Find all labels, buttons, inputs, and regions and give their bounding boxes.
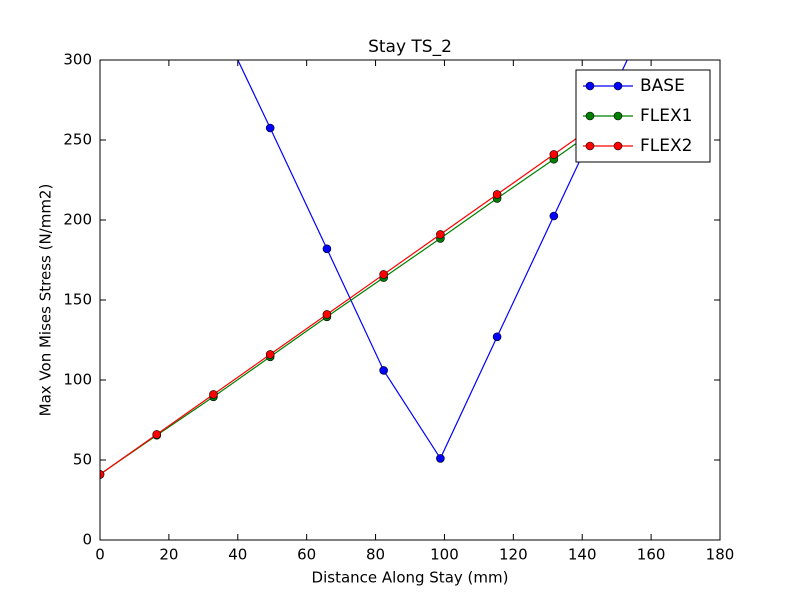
chart-title: Stay TS_2 [368,37,452,57]
y-tick-label: 250 [63,131,92,149]
data-point [436,230,445,239]
data-point [265,123,275,133]
data-point [322,310,332,319]
x-tick-label: 180 [706,546,735,564]
data-point [379,270,388,279]
data-point [100,470,105,479]
x-tick-label: 120 [499,546,528,564]
y-tick-label: 150 [63,291,92,309]
x-tick-label: 60 [297,546,316,564]
x-tick-label: 100 [430,546,459,564]
legend-marker [585,141,595,151]
legend-marker [585,81,595,91]
legend-label: FLEX1 [640,106,692,126]
data-point [436,454,445,463]
data-point [152,430,162,439]
x-tick-label: 0 [95,546,105,564]
legend: BASE FLEX1 FLEX2 [575,69,711,163]
legend-marker [613,141,623,151]
legend-marker [585,111,595,121]
data-point [492,332,502,342]
legend-label: FLEX2 [640,136,692,156]
y-tick-label: 300 [63,51,92,69]
data-point [265,350,275,359]
data-point [379,366,388,375]
legend-marker [613,111,623,121]
legend-marker [613,81,623,91]
legend-label: BASE [640,76,685,96]
data-point [209,390,218,399]
x-axis-label: Distance Along Stay (mm) [312,569,509,587]
y-tick-label: 200 [63,211,92,229]
x-tick-label: 80 [366,546,385,564]
y-tick-label: 0 [82,531,92,549]
y-axis-label: Max Von Mises Stress (N/mm2) [37,184,55,417]
data-point [549,150,559,159]
x-tick-label: 40 [228,546,247,564]
data-point [549,211,559,221]
x-tick-label: 140 [568,546,597,564]
y-tick-label: 50 [73,451,92,469]
data-point [322,244,332,254]
data-point [492,190,502,199]
y-tick-label: 100 [63,371,92,389]
x-tick-label: 20 [159,546,178,564]
x-tick-label: 160 [637,546,666,564]
